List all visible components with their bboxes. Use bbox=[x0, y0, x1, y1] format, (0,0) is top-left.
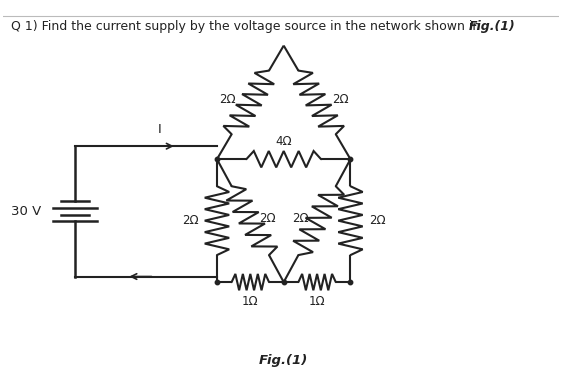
Text: Q 1) Find the current supply by the voltage source in the network shown in: Q 1) Find the current supply by the volt… bbox=[11, 20, 484, 33]
Text: 1Ω: 1Ω bbox=[309, 295, 325, 308]
Text: 2Ω: 2Ω bbox=[369, 214, 386, 227]
Text: I: I bbox=[158, 123, 162, 136]
Text: 2Ω: 2Ω bbox=[259, 212, 275, 225]
Text: 4Ω: 4Ω bbox=[275, 135, 292, 148]
Text: 2Ω: 2Ω bbox=[332, 93, 349, 106]
Text: Fig.(1): Fig.(1) bbox=[259, 354, 308, 367]
Text: 2Ω: 2Ω bbox=[182, 214, 198, 227]
Text: 2Ω: 2Ω bbox=[218, 93, 235, 106]
Text: Fig.(1): Fig.(1) bbox=[469, 20, 516, 33]
Text: 30 V: 30 V bbox=[12, 205, 42, 218]
Text: 2Ω: 2Ω bbox=[292, 212, 309, 225]
Text: 1Ω: 1Ω bbox=[242, 295, 259, 308]
